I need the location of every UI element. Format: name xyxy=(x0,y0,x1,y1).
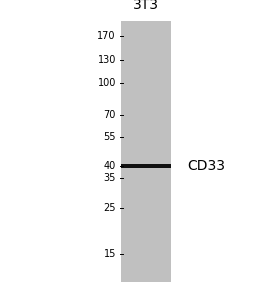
Text: 70: 70 xyxy=(104,110,116,121)
Text: 35: 35 xyxy=(104,173,116,183)
Text: 130: 130 xyxy=(97,55,116,65)
Text: 3T3: 3T3 xyxy=(133,0,159,12)
Text: 40: 40 xyxy=(104,161,116,171)
Bar xyxy=(121,164,171,168)
Bar xyxy=(121,21,171,282)
Text: 170: 170 xyxy=(97,31,116,40)
Text: 15: 15 xyxy=(104,249,116,259)
Text: 55: 55 xyxy=(104,132,116,142)
Text: 100: 100 xyxy=(97,78,116,88)
Text: 25: 25 xyxy=(104,203,116,213)
Text: CD33: CD33 xyxy=(188,159,226,173)
